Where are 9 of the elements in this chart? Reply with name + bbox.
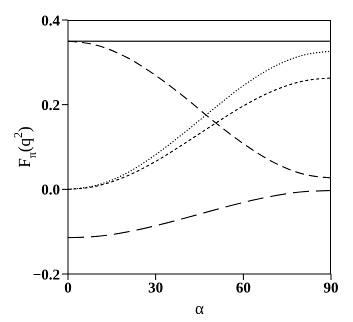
x-tick-label: 90 — [324, 280, 338, 297]
x-tick-label: 60 — [236, 280, 251, 297]
x-tick-label: 30 — [148, 280, 164, 297]
x-tick-label: 0 — [64, 280, 72, 297]
y-tick-label: 0.0 — [41, 182, 60, 199]
x-axis-title: α — [195, 299, 204, 318]
y-tick-label: 0.4 — [41, 13, 60, 30]
y-tick-label: 0.2 — [41, 98, 60, 114]
y-tick-label: −0.2 — [32, 267, 60, 284]
